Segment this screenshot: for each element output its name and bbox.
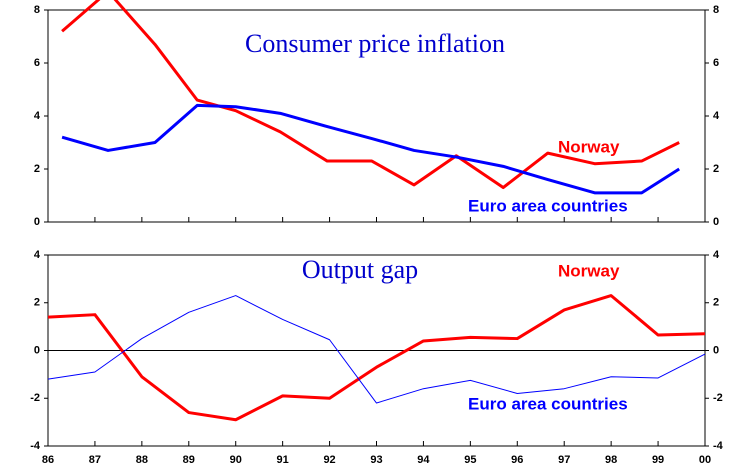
y-tick-label: 2 [34,297,40,309]
y-tick-label: -2 [713,392,723,404]
x-tick-label: 87 [89,454,101,466]
y-tick-label: 0 [713,344,719,356]
x-tick-label: 86 [42,454,54,466]
y-tick-label: -4 [713,440,724,452]
y-tick-label: 6 [713,57,719,69]
x-tick-label: 93 [370,454,382,466]
x-tick-label: 90 [230,454,242,466]
y-tick-label: 4 [34,110,41,122]
y-tick-label: 4 [713,249,720,261]
y-tick-label: 4 [713,110,720,122]
y-tick-label: 2 [713,297,719,309]
y-tick-label: 8 [713,4,719,16]
series-line [47,294,706,422]
y-tick-label: 6 [34,57,40,69]
series-line [47,295,706,404]
x-tick-label: 97 [558,454,570,466]
chart-title: Output gap [302,255,418,284]
x-tick-label: 98 [605,454,617,466]
chart-title: Consumer price inflation [245,29,505,58]
series-label: Norway [558,261,620,280]
x-tick-label: 95 [464,454,476,466]
series-label: Euro area countries [468,196,628,215]
x-tick-label: 00 [699,454,711,466]
x-tick-label: 94 [417,454,430,466]
y-tick-label: -4 [30,440,41,452]
series-line [61,103,680,195]
x-tick-label: 99 [652,454,664,466]
x-tick-label: 89 [183,454,195,466]
y-tick-label: 2 [713,163,719,175]
series-line [61,0,680,190]
y-tick-label: 0 [34,344,40,356]
y-tick-label: -2 [30,392,40,404]
x-tick-label: 96 [511,454,523,466]
x-tick-label: 88 [136,454,148,466]
series-label: Euro area countries [468,394,628,413]
x-tick-label: 92 [323,454,335,466]
series-label: Norway [558,137,620,156]
y-tick-label: 4 [34,249,41,261]
y-tick-label: 0 [713,216,719,228]
x-tick-label: 91 [277,454,289,466]
y-tick-label: 8 [34,4,40,16]
y-tick-label: 0 [34,216,40,228]
y-tick-label: 2 [34,163,40,175]
